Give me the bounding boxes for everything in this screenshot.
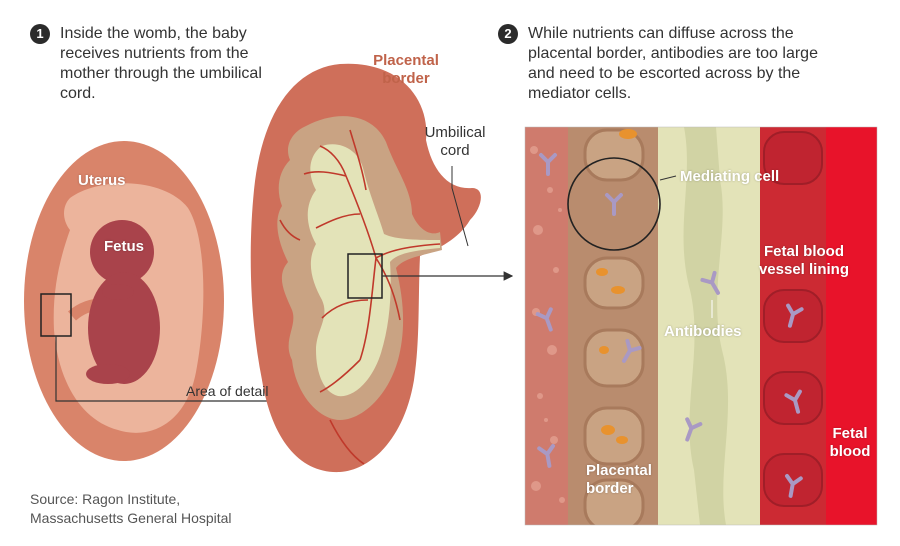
mediating-cell-pointer	[659, 175, 677, 181]
umbilical-cord-label: Umbilical cord	[424, 124, 486, 159]
fetus-figure	[86, 220, 160, 384]
antibody-icon	[700, 270, 720, 295]
antibodies-label: Antibodies	[664, 323, 742, 340]
nutrient-blobs	[596, 129, 637, 444]
antibody-icon	[786, 303, 804, 328]
maternal-blood-texture	[530, 146, 565, 503]
antibody-icon	[537, 443, 555, 468]
antibody-icon	[685, 417, 703, 442]
fetal-blood-vessel-lining-label: Fetal blood vessel lining	[758, 243, 850, 278]
uterus-illustration	[24, 141, 290, 461]
antibody-icon	[539, 153, 557, 176]
antibody-icon	[785, 473, 803, 498]
source-line-2: Massachusetts General Hospital	[30, 510, 232, 526]
antibody-icon	[605, 193, 623, 216]
step-1-number: 1	[30, 24, 50, 44]
mediating-cell-highlight	[567, 157, 661, 251]
fetal-blood-label: Fetal blood	[829, 425, 871, 460]
placental-border-label: Placental border	[373, 52, 439, 87]
fetal-blood-zone	[826, 127, 877, 525]
fetus-label: Fetus	[104, 238, 145, 255]
step-2-text: While nutrients can diffuse across the p…	[528, 25, 818, 102]
antibody-icon	[784, 389, 802, 414]
placental-border-panel-label: Placental border	[586, 462, 652, 497]
antibody-icon	[622, 338, 642, 363]
placenta-vessels	[279, 129, 441, 465]
step-1-text: Inside the womb, the baby receives nutri…	[60, 25, 262, 102]
placenta-illustration	[250, 63, 514, 473]
antibody-icon	[535, 307, 553, 332]
detail-panel-border	[524, 126, 878, 526]
antibody-symbols	[535, 153, 804, 498]
uterus-label: Uterus	[78, 172, 126, 189]
step-2-number: 2	[498, 24, 518, 44]
umbilical-cord-pointer	[451, 166, 469, 247]
detail-panel	[525, 127, 877, 525]
area-of-detail-label: Area of detail	[186, 383, 269, 399]
area-of-detail-arrow	[55, 336, 290, 406]
mediating-cell-label: Mediating cell	[680, 168, 780, 185]
source-line-1: Source: Ragon Institute,	[30, 491, 181, 507]
